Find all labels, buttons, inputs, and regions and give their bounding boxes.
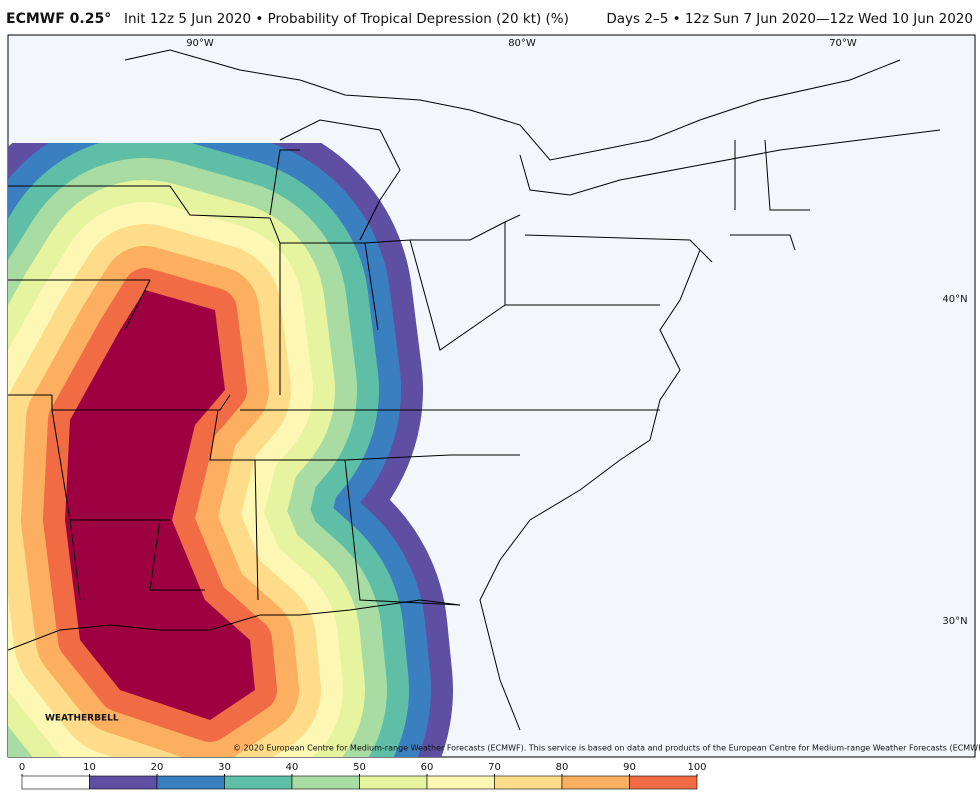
title: Init 12z 5 Jun 2020 • Probability of Tro… [124,11,569,27]
colorbar-tick-label: 30 [218,762,231,773]
borders [7,49,941,731]
colorbar-segment [629,775,698,790]
colorbar-segment [89,775,158,790]
lon-label: 90°W [186,38,214,49]
probability-field [8,143,453,757]
period: Days 2–5 • 12z Sun 7 Jun 2020—12z Wed 10… [606,11,973,27]
colorbar: 0 10 20 30 40 50 60 70 80 90 100 [19,762,707,790]
colorbar-tick-label: 40 [286,762,299,773]
copyright: © 2020 European Centre for Medium-range … [233,744,980,753]
graticule-labels: 90°W 80°W 70°W 40°N 30°N [186,38,967,627]
colorbar-segment [426,775,495,790]
colorbar-segment [561,775,630,790]
colorbar-tick-label: 10 [83,762,96,773]
colorbar-tick-label: 80 [556,762,569,773]
lat-label: 40°N [942,294,967,305]
colorbar-tick-label: 90 [623,762,636,773]
colorbar-tick-label: 20 [151,762,164,773]
colorbar-segment [21,775,90,790]
colorbar-segment [156,775,225,790]
lon-label: 80°W [508,38,536,49]
colorbar-segment [224,775,293,790]
model-name: ECMWF 0.25° [6,11,111,27]
lat-label: 30°N [942,616,967,627]
probability-band [65,290,255,720]
lon-label: 70°W [829,38,857,49]
colorbar-segment [494,775,563,790]
colorbar-segment [291,775,360,790]
colorbar-tick-label: 60 [421,762,434,773]
colorbar-tick-label: 0 [19,762,25,773]
colorbar-tick-label: 100 [687,762,706,773]
colorbar-segment [359,775,428,790]
colorbar-tick-label: 50 [353,762,366,773]
colorbar-tick-label: 70 [488,762,501,773]
logo: WEATHERBELL [45,714,119,724]
